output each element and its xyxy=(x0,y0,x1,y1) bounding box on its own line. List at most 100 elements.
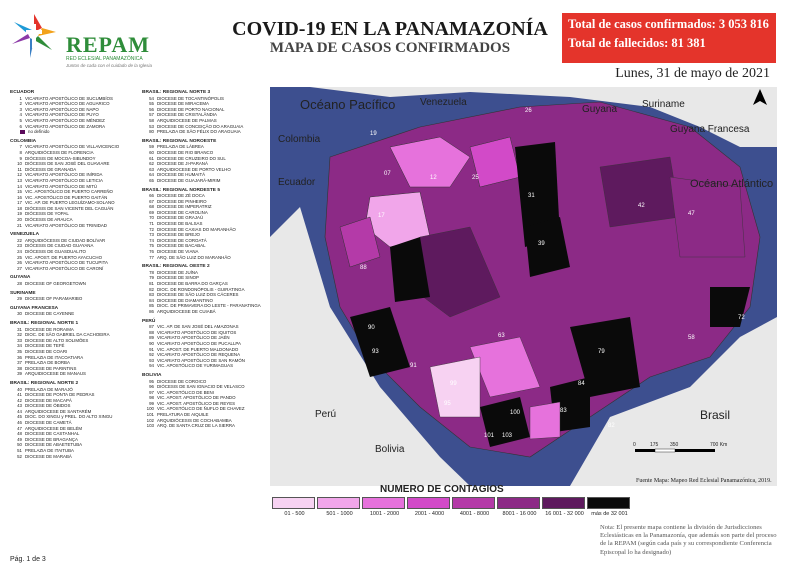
jurisdiction-item: 66 DIOCESE DE ZÉ DOCA xyxy=(142,193,266,199)
section-heading: PERÚ xyxy=(142,318,156,324)
jurisdiction-name: DIOC. DO XINGU y PREL. DO ALTO XINGU xyxy=(25,414,113,420)
jurisdiction-name: VICARIATO APOSTÓLICO DE REQUENA xyxy=(157,352,241,358)
jurisdiction-item: 49 DIOCESE DE BRAGANÇA xyxy=(10,437,138,443)
jurisdiction-item: 87 VIC. AP. DE SAN JOSÉ DEL AMAZONAS xyxy=(142,324,266,330)
repam-logo: REPAM RED ECLESIAL PANAMAZÓNICA Juntos d… xyxy=(8,10,168,68)
jurisdiction-name: VICARIATO APOSTÓLICO DE PUYO xyxy=(25,112,99,118)
jurisdiction-number: 49 xyxy=(17,436,22,442)
jurisdiction-name: DIOCESE DE BALSAS xyxy=(157,221,203,227)
jurisdiction-number: 90 xyxy=(149,340,154,346)
region-sao-luis xyxy=(710,287,750,327)
jurisdiction-number: 25 xyxy=(17,254,22,260)
region-number: 84 xyxy=(578,381,585,387)
section-heading: ECUADOR xyxy=(10,90,35,95)
jurisdiction-name: ARQ. DE SÃO LUIZ DO MARANHÃO xyxy=(157,254,231,260)
jurisdiction-number: 35 xyxy=(17,348,22,354)
region-santa-cruz xyxy=(480,397,530,447)
legend-item: 501 - 1000 xyxy=(317,497,362,519)
jurisdiction-number: 32 xyxy=(17,332,22,338)
jurisdiction-item: 21 VICARIATO APOSTÓLICO DE TRINIDAD xyxy=(10,223,138,229)
jurisdiction-number: 102 xyxy=(146,417,154,423)
jurisdiction-number: 13 xyxy=(17,177,22,183)
jurisdiction-number: 12 xyxy=(17,172,22,178)
jurisdiction-item: 22 ARQUIDIÓCESIS DE CIUDAD BOLÍVAR xyxy=(10,238,138,244)
region-number: 63 xyxy=(498,333,505,339)
legend-label: 1001 - 2000 xyxy=(369,511,400,517)
label-atlantic: Océano Atlántico xyxy=(690,178,773,190)
legend-label: 8001 - 16 000 xyxy=(502,511,537,517)
jurisdiction-number: 84 xyxy=(149,297,154,303)
jurisdiction-item: 73 DIOCESE DE BREJO xyxy=(142,232,266,238)
label-suriname: Suriname xyxy=(642,99,685,110)
jurisdiction-number: 101 xyxy=(146,412,154,418)
jurisdiction-name: DIOCESE DE GUAJARÁ-MIRIM xyxy=(157,177,221,183)
jurisdiction-name: VICARIATO APOSTÓLICO DE PUCALLPA xyxy=(157,340,241,346)
jurisdiction-item: 13 VICARIATO APOSTÓLICO DE LETICIA xyxy=(10,178,138,184)
page-subtitle: MAPA DE CASOS CONFIRMADOS xyxy=(269,40,511,56)
jurisdiction-name: DIOCESE DE RIO BRANCO xyxy=(157,149,214,155)
jurisdiction-number: 75 xyxy=(149,243,154,249)
region-number: 25 xyxy=(472,175,479,181)
page-title: COVID-19 EN LA PANAMAZONÍA xyxy=(232,18,548,40)
jurisdiction-name: PRELAZIA DE BORBA xyxy=(25,360,70,366)
label-peru: Perú xyxy=(315,409,336,420)
jurisdiction-name: DIOC. DE RONDONÓPOLIS - GUIRATINGA xyxy=(157,286,245,292)
section-heading: GUYANA FRANCESA xyxy=(10,305,59,311)
jurisdiction-name: VICARIATO APOSTÓLICO DE SAN RAMÓN xyxy=(157,357,245,363)
jurisdiction-item: 45 DIOC. DO XINGU y PREL. DO ALTO XINGU xyxy=(10,414,138,420)
jurisdiction-number: 53 xyxy=(149,123,154,129)
legend-swatch xyxy=(317,497,360,509)
jurisdiction-number: 61 xyxy=(149,155,154,161)
jurisdiction-name: VICARIATO APOSTÓLICO DE LETICIA xyxy=(25,177,103,183)
jurisdiction-item: 103 ARQ. DE SANTA CRUZ DE LA SIERRA xyxy=(142,423,266,429)
logo-subtitle: RED ECLESIAL PANAMAZÓNICA xyxy=(66,56,143,62)
jurisdiction-item: 80 PRELAZIA DE SÃO FÉLIX DO ARAGUAIA xyxy=(142,129,266,135)
legend-label: 16 001 - 32 000 xyxy=(545,511,584,517)
jurisdiction-item: 11 DIÓCESIS DE GRANADA xyxy=(10,167,138,173)
jurisdiction-name: ARQUIDIÓCESIS DE COCHABAMBA xyxy=(157,417,232,423)
jurisdiction-name: VICARIATO APOSTÓLICO DE SUCUMBÍOS xyxy=(25,95,113,101)
jurisdiction-item: 10 DIÓCESIS DE SAN JOSÉ DEL GUAVIARE xyxy=(10,161,138,167)
jurisdiction-number: 42 xyxy=(17,397,22,403)
jurisdiction-item: 38 DIOCESE DE PARINTINS xyxy=(10,366,138,372)
jurisdiction-number: 76 xyxy=(149,249,154,255)
jurisdiction-name: DIOCESE DE PARINTINS xyxy=(25,365,77,371)
section-heading: BRASIL: REGIONAL NORTE 1 xyxy=(10,320,79,326)
jurisdiction-name: VICARIATO APOSTÓLICO DE MITÚ xyxy=(25,183,98,189)
no-definido-key: no definido xyxy=(10,129,138,135)
legend-swatch xyxy=(497,497,540,509)
legend-label: 501 - 1000 xyxy=(326,511,353,517)
legend-label: más de 32 001 xyxy=(591,511,628,517)
jurisdiction-number: 70 xyxy=(149,215,154,221)
jurisdiction-item: 43 DIOCESE DE ÓBIDOS xyxy=(10,403,138,409)
jurisdiction-item: 71 DIOCESE DE BALSAS xyxy=(142,221,266,227)
jurisdiction-name: DIÓCESIS DE SAN VICENTE DEL CAGUÁN xyxy=(25,205,114,211)
jurisdiction-name: VICARIATO APOSTÓLICO DE CARONÍ xyxy=(25,265,104,271)
jurisdiction-name: DIOCESE DE CRISTALÂNDIA xyxy=(157,112,217,118)
jurisdiction-number: 30 xyxy=(17,311,22,317)
jurisdiction-name: DIOCESE DE BREJO xyxy=(157,232,200,238)
jurisdiction-number: 6 xyxy=(19,123,22,129)
jurisdiction-number: 16 xyxy=(17,194,22,200)
jurisdiction-item: 51 PRELAZIA DE ITAITUBA xyxy=(10,448,138,454)
jurisdiction-item: 37 PRELAZIA DE BORBA xyxy=(10,360,138,366)
total-deaths: Total de fallecidos: 81 381 xyxy=(568,36,706,50)
jurisdiction-item: 30 DIOCESE DE CAYENNE xyxy=(10,311,138,317)
label-ecuador: Ecuador xyxy=(278,177,316,188)
jurisdiction-number: 3 xyxy=(19,106,22,112)
jurisdiction-number: 88 xyxy=(149,329,154,335)
jurisdiction-item: 46 DIOCESE DE CAMETÁ xyxy=(10,420,138,426)
jurisdiction-item: 39 ARQUIDIOCESE DE MANAUS xyxy=(10,371,138,377)
jurisdiction-number: 92 xyxy=(149,352,154,358)
region-number: 07 xyxy=(384,171,391,177)
jurisdiction-name: VIC. APOST. APOSTÓLICO DE REYES xyxy=(157,400,236,406)
jurisdiction-number: 56 xyxy=(149,106,154,112)
jurisdiction-item: 60 DIOCESE DE RIO BRANCO xyxy=(142,150,266,156)
jurisdiction-number: 78 xyxy=(149,269,154,275)
jurisdiction-item: 12 VICARIATO APOSTÓLICO DE INÍRIDA xyxy=(10,172,138,178)
jurisdiction-item: 17 VIC. AP. DE PUERTO LEGUÍZAMO-SOLANO xyxy=(10,200,138,206)
jurisdiction-name: DIÓCESIS DE MOCOA-SIBUNDOY xyxy=(25,155,96,161)
jurisdiction-name: DIÓCESIS DE CIUDAD GUAYANA xyxy=(25,243,94,249)
jurisdiction-name: VICARIATO APOSTÓLICO DE AGUARICO xyxy=(25,101,110,107)
jurisdiction-number: 33 xyxy=(17,337,22,343)
